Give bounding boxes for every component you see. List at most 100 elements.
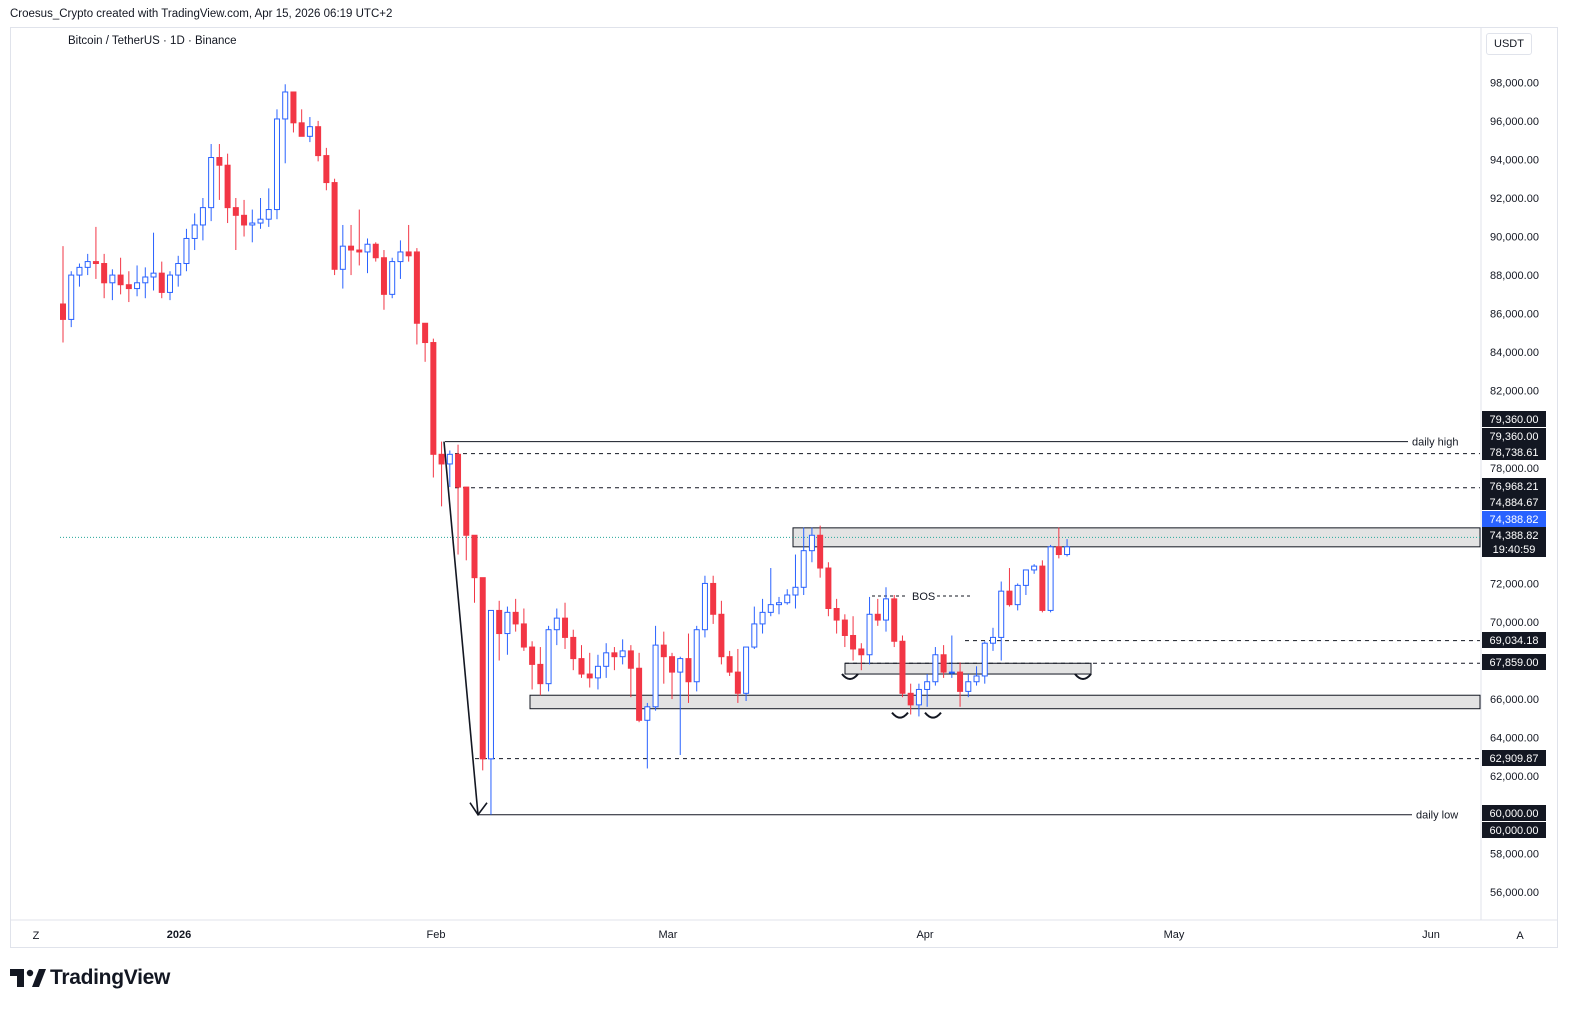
candle[interactable] <box>940 645 947 678</box>
candle[interactable] <box>315 120 322 162</box>
candle[interactable] <box>166 271 173 301</box>
candle[interactable] <box>216 144 223 200</box>
candle[interactable] <box>422 322 429 362</box>
candle[interactable] <box>397 240 404 279</box>
candle[interactable] <box>142 267 149 299</box>
candle[interactable] <box>734 648 741 703</box>
candle[interactable] <box>265 188 272 227</box>
candle[interactable] <box>932 647 939 686</box>
candle[interactable] <box>998 581 1005 661</box>
candle[interactable] <box>199 197 206 241</box>
candle[interactable] <box>808 527 815 563</box>
candle[interactable] <box>208 144 215 222</box>
candle[interactable] <box>874 598 881 626</box>
candle[interactable] <box>241 199 248 237</box>
tradingview-logo[interactable]: TradingView <box>10 966 170 990</box>
candle[interactable] <box>915 683 922 717</box>
candle[interactable] <box>899 635 906 698</box>
candle[interactable] <box>924 674 931 707</box>
candle[interactable] <box>249 209 256 243</box>
candle[interactable] <box>537 647 544 696</box>
candle[interactable] <box>1031 564 1038 574</box>
candle[interactable] <box>743 646 750 702</box>
candle[interactable] <box>92 226 99 279</box>
candle[interactable] <box>364 238 371 274</box>
candle[interactable] <box>726 650 733 676</box>
candle[interactable] <box>1055 527 1062 559</box>
candle[interactable] <box>833 598 840 634</box>
candle[interactable] <box>784 589 791 605</box>
candle[interactable] <box>101 253 108 299</box>
candle[interactable] <box>331 178 338 276</box>
candle[interactable] <box>603 643 610 678</box>
candle[interactable] <box>356 209 363 266</box>
candle[interactable] <box>529 641 536 690</box>
auto-scale-button[interactable]: A <box>1516 930 1524 942</box>
candle[interactable] <box>891 595 898 648</box>
candle[interactable] <box>380 250 387 310</box>
candle[interactable] <box>776 596 783 615</box>
candle[interactable] <box>817 525 824 578</box>
candle[interactable] <box>965 674 972 698</box>
candle[interactable] <box>693 625 700 692</box>
candle[interactable] <box>989 627 996 651</box>
candle[interactable] <box>611 647 618 671</box>
timezone-corner-button[interactable]: Z <box>33 930 40 942</box>
candle[interactable] <box>866 596 873 665</box>
candle[interactable] <box>858 643 865 671</box>
candle[interactable] <box>825 562 832 617</box>
candle[interactable] <box>290 91 297 133</box>
candle[interactable] <box>512 598 519 632</box>
candle[interactable] <box>1047 544 1054 613</box>
candle[interactable] <box>1022 569 1029 596</box>
supply-demand-zone[interactable] <box>844 662 1092 675</box>
candle[interactable] <box>759 598 766 634</box>
candle[interactable] <box>413 248 420 345</box>
candle[interactable] <box>718 600 725 665</box>
candle[interactable] <box>134 265 141 297</box>
candle[interactable] <box>883 587 889 632</box>
candle[interactable] <box>183 228 190 272</box>
candle[interactable] <box>562 602 569 649</box>
candle[interactable] <box>60 246 66 343</box>
candle[interactable] <box>1039 560 1046 613</box>
candle[interactable] <box>348 224 355 276</box>
candle[interactable] <box>487 609 494 815</box>
candle[interactable] <box>594 654 601 690</box>
candle[interactable] <box>652 625 659 711</box>
candle[interactable] <box>150 232 157 291</box>
candle[interactable] <box>455 444 462 555</box>
candle[interactable] <box>1064 539 1071 557</box>
candle[interactable] <box>68 271 75 328</box>
candle[interactable] <box>800 527 807 596</box>
supply-demand-zone[interactable] <box>529 694 1481 710</box>
candle[interactable] <box>463 486 470 561</box>
candle[interactable] <box>1014 583 1021 611</box>
candle[interactable] <box>504 606 511 655</box>
currency-button[interactable]: USDT <box>1486 33 1532 55</box>
candle[interactable] <box>751 606 758 649</box>
move-arrow[interactable] <box>443 441 479 815</box>
candle[interactable] <box>586 652 593 688</box>
candle[interactable] <box>669 652 676 700</box>
candle[interactable] <box>627 645 634 698</box>
candle[interactable] <box>232 197 239 251</box>
candle[interactable] <box>685 633 692 703</box>
candle[interactable] <box>125 271 132 303</box>
candle[interactable] <box>981 641 988 684</box>
candle[interactable] <box>339 224 346 289</box>
candle[interactable] <box>496 600 503 661</box>
candle[interactable] <box>405 224 412 262</box>
candle[interactable] <box>389 257 396 299</box>
candle[interactable] <box>636 652 643 723</box>
candle[interactable] <box>446 450 453 488</box>
candle[interactable] <box>479 577 486 771</box>
candle[interactable] <box>545 625 552 692</box>
candle[interactable] <box>117 257 124 295</box>
candle[interactable] <box>619 639 626 665</box>
candle[interactable] <box>907 683 914 715</box>
candle[interactable] <box>257 197 264 229</box>
candle[interactable] <box>306 117 313 143</box>
candle[interactable] <box>660 631 667 684</box>
